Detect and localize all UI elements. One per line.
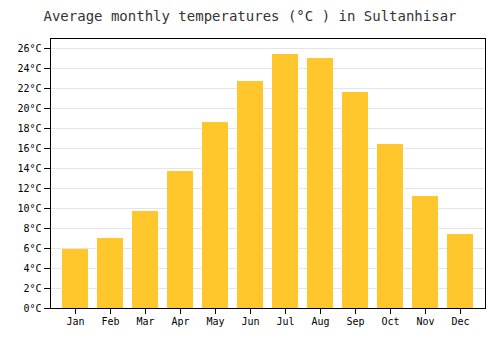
svg-text:0°C: 0°C: [23, 303, 41, 314]
svg-text:Mar: Mar: [136, 316, 154, 327]
svg-text:Oct: Oct: [381, 316, 399, 327]
svg-text:20°C: 20°C: [17, 103, 41, 114]
svg-text:6°C: 6°C: [23, 243, 41, 254]
svg-text:Apr: Apr: [171, 316, 189, 327]
svg-text:Aug: Aug: [311, 316, 329, 327]
svg-text:Nov: Nov: [416, 316, 434, 327]
svg-text:4°C: 4°C: [23, 263, 41, 274]
svg-text:18°C: 18°C: [17, 123, 41, 134]
svg-text:Jul: Jul: [276, 316, 294, 327]
svg-text:2°C: 2°C: [23, 283, 41, 294]
svg-text:14°C: 14°C: [17, 163, 41, 174]
svg-text:Jun: Jun: [241, 316, 259, 327]
svg-text:10°C: 10°C: [17, 203, 41, 214]
svg-text:May: May: [206, 316, 224, 327]
svg-text:Sep: Sep: [346, 316, 364, 327]
svg-text:22°C: 22°C: [17, 83, 41, 94]
svg-text:Dec: Dec: [451, 316, 469, 327]
html-text:Average monthly temperatures (: Average monthly temperatures (°C ) in Su…: [43, 8, 457, 24]
svg-text:12°C: 12°C: [17, 183, 41, 194]
svg-text:26°C: 26°C: [17, 43, 41, 54]
svg-text:24°C: 24°C: [17, 63, 41, 74]
svg-text:Jan: Jan: [66, 316, 84, 327]
svg-text:16°C: 16°C: [17, 143, 41, 154]
svg-text:8°C: 8°C: [23, 223, 41, 234]
svg-text:Feb: Feb: [101, 316, 119, 327]
